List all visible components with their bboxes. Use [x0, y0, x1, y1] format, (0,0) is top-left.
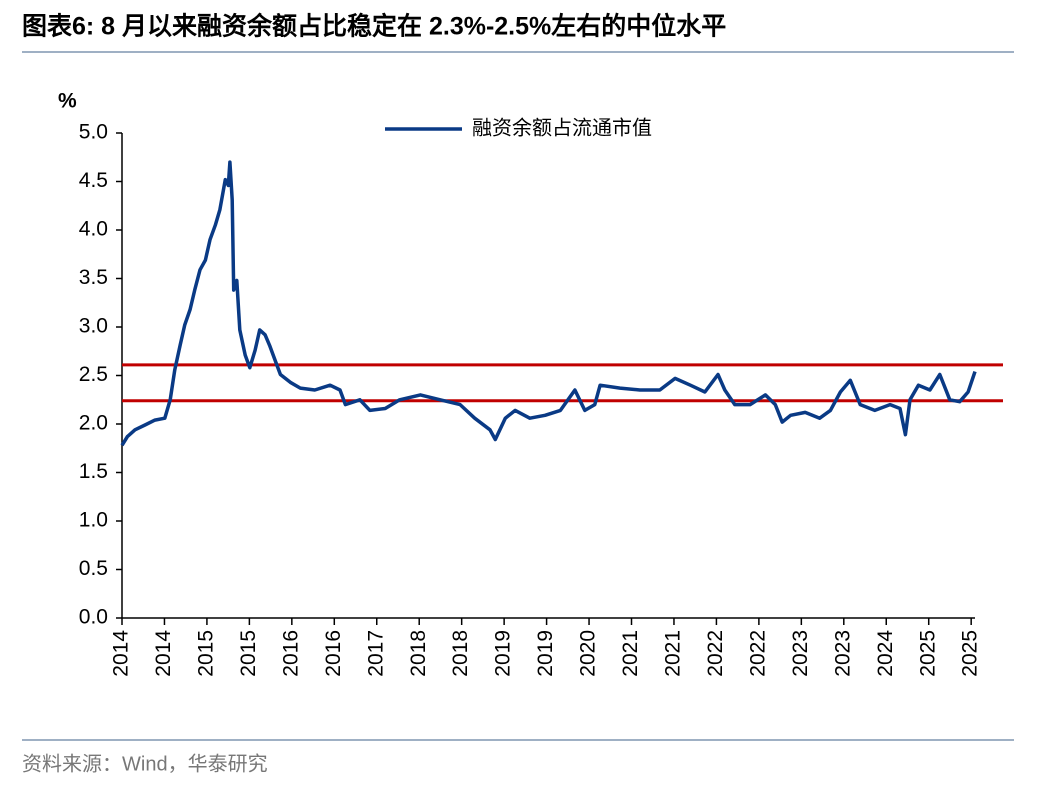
x-tick-label: 2018	[449, 630, 472, 677]
y-tick-label: 3.0	[79, 315, 108, 338]
x-tick-label: 2022	[746, 630, 769, 677]
x-tick-label: 2023	[831, 630, 854, 677]
chart-title: 图表6: 8 月以来融资余额占比稳定在 2.3%-2.5%左右的中位水平	[22, 12, 726, 41]
x-tick-label: 2019	[534, 630, 557, 677]
legend-label: 融资余额占流通市值	[472, 116, 652, 139]
x-tick-label: 2023	[789, 630, 812, 677]
y-tick-label: 1.5	[79, 460, 108, 483]
x-tick-label: 2021	[662, 630, 685, 677]
x-tick-label: 2016	[279, 630, 302, 677]
y-tick-label: 4.0	[79, 218, 108, 241]
y-tick-label: 2.5	[79, 363, 108, 386]
y-tick-label: 2.0	[79, 412, 108, 435]
y-tick-label: 0.0	[79, 606, 108, 629]
x-tick-label: 2018	[407, 630, 430, 677]
x-tick-label: 2014	[152, 630, 175, 677]
y-tick-label: 5.0	[79, 121, 108, 144]
y-tick-label: 1.0	[79, 509, 108, 532]
source-note: 资料来源：Wind，华泰研究	[22, 752, 268, 775]
y-tick-label: 4.5	[79, 169, 108, 192]
y-axis-label: %	[58, 90, 77, 113]
x-tick-label: 2020	[577, 630, 600, 677]
x-tick-label: 2019	[492, 630, 515, 677]
x-tick-label: 2025	[959, 630, 982, 677]
x-tick-label: 2014	[110, 630, 133, 677]
x-tick-label: 2015	[194, 630, 217, 677]
x-tick-label: 2017	[364, 630, 387, 677]
y-tick-label: 0.5	[79, 557, 108, 580]
y-tick-label: 3.5	[79, 266, 108, 289]
x-tick-label: 2025	[916, 630, 939, 677]
x-tick-label: 2016	[322, 630, 345, 677]
x-tick-label: 2022	[704, 630, 727, 677]
x-tick-label: 2015	[237, 630, 260, 677]
x-tick-label: 2021	[619, 630, 642, 677]
x-tick-label: 2024	[874, 630, 897, 677]
data-line	[120, 160, 977, 447]
